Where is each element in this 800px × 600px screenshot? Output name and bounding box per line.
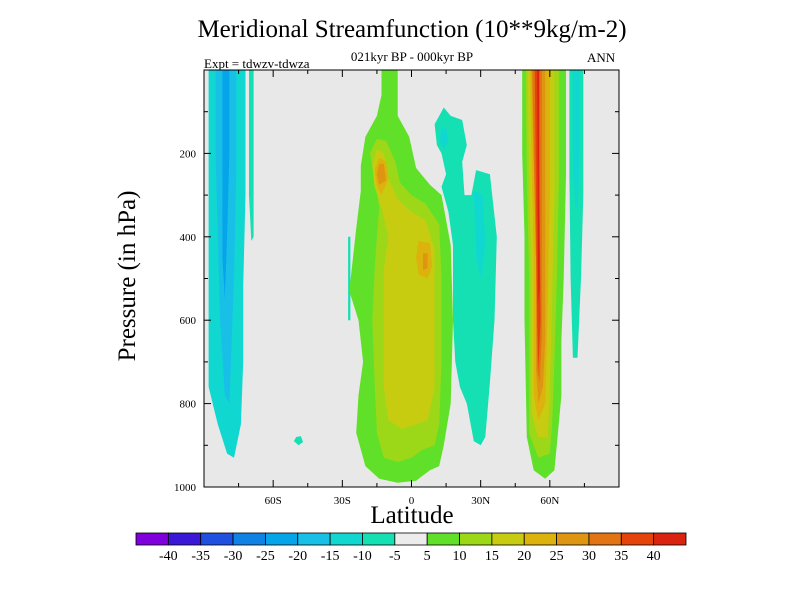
colorbar-swatch — [394, 532, 428, 546]
contour-region-nh-hi-neg-5 — [569, 70, 584, 358]
colorbar-swatch — [491, 532, 525, 546]
colorbar-label: 30 — [582, 549, 596, 564]
colorbar-label: -30 — [224, 549, 243, 564]
colorbar-swatch — [167, 532, 202, 546]
colorbar-swatch — [426, 532, 460, 546]
colorbar-swatch — [523, 532, 557, 546]
x-tick-label: 60S — [265, 495, 282, 507]
colorbar-label: -20 — [288, 549, 307, 564]
experiment-label: Expt = tdwzv-tdwza — [204, 56, 310, 71]
contour-region-nh-pos-35 — [534, 70, 541, 371]
colorbar-swatch — [297, 532, 331, 546]
colorbar-label: 25 — [550, 549, 564, 564]
colorbar-label: 20 — [517, 549, 531, 564]
colorbar-swatch — [588, 532, 622, 546]
contour-region-nh-pos-40 — [537, 70, 540, 304]
chart-subtitle: 021kyr BP - 000kyr BP — [350, 49, 474, 64]
contour-region-nh-hi-neg-10 — [572, 70, 580, 208]
y-tick-label: 800 — [180, 399, 197, 411]
colorbar-label: 15 — [485, 549, 499, 564]
chart-title: Meridional Streamfunction (10**9kg/m-2) — [197, 16, 627, 43]
colorbar-label: -25 — [256, 549, 275, 564]
contour-region-sh-outer-band — [249, 70, 254, 241]
contour-region-nh-sub-neg-3 — [473, 190, 486, 279]
contour-region-sh-neg-core — [222, 70, 230, 300]
colorbar-swatch — [556, 532, 590, 546]
colorbar-swatch — [459, 532, 493, 546]
season-label: ANN — [587, 50, 616, 65]
contour-region-trop-core-mid — [423, 253, 428, 271]
x-tick-label: 30N — [471, 495, 490, 507]
colorbar-label: -5 — [389, 549, 401, 564]
y-tick-label: 600 — [180, 315, 197, 327]
y-tick-label: 200 — [180, 148, 197, 160]
colorbar-swatch — [362, 532, 396, 546]
y-tick-label: 1000 — [174, 482, 197, 494]
colorbar-label: -40 — [159, 549, 178, 564]
x-axis-label: Latitude — [370, 502, 454, 529]
colorbar-label: -35 — [191, 549, 210, 564]
colorbar-swatch — [329, 532, 363, 546]
contour-region-sh-blob-small — [293, 436, 304, 446]
colorbar-label: 40 — [647, 549, 661, 564]
colorbar-swatch — [620, 532, 655, 546]
x-tick-label: 60N — [540, 495, 559, 507]
contour-region-trop-pos-15 — [372, 149, 435, 429]
contour-region-nh-sub-neg-2 — [439, 128, 449, 150]
colorbar: -40 -35 -30 -25 -20 -15 -10 -5 5 10 15 20 25 30 35 40 — [135, 532, 687, 564]
colorbar-swatch — [200, 532, 234, 546]
colorbar-label: -15 — [321, 549, 340, 564]
colorbar-label: -10 — [353, 549, 372, 564]
colorbar-label: 35 — [614, 549, 628, 564]
contour-region-sh-blob-south — [348, 236, 351, 321]
x-tick-label: 0 — [409, 495, 415, 507]
x-tick-label: 30S — [334, 495, 351, 507]
colorbar-swatch — [265, 532, 299, 546]
colorbar-label: 5 — [424, 549, 431, 564]
colorbar-swatch — [653, 532, 687, 546]
colorbar-swatch — [232, 532, 266, 546]
contour-region-nh-sub-neg — [434, 107, 497, 446]
colorbar-label: 10 — [453, 549, 467, 564]
y-tick-label: 400 — [180, 232, 197, 244]
contour-region-trop-core-upper — [376, 163, 387, 185]
colorbar-swatch — [135, 532, 169, 546]
